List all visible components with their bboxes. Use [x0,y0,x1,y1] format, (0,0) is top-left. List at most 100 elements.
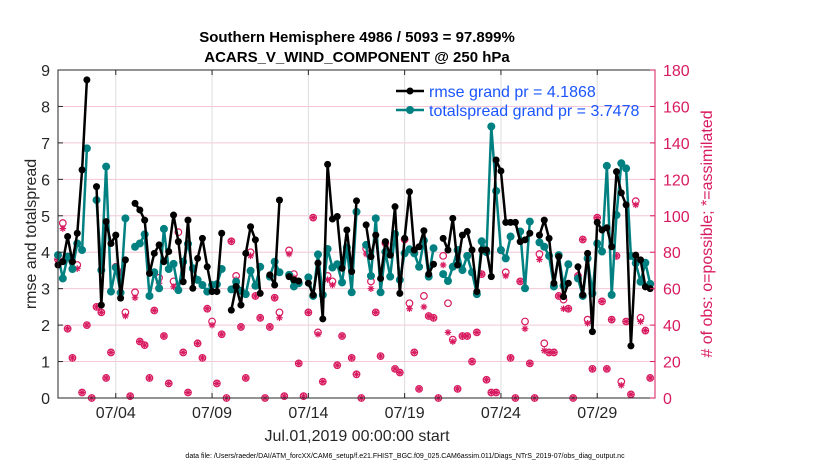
asterisk-stroke [247,253,254,259]
obs-possible-marker [444,299,452,308]
legend-totalspread-marker [406,106,414,114]
y2-axis-label: # of obs: o=possible; *=assimilated [699,110,716,357]
totalspread-point [121,214,130,223]
obs-assimilated-marker [305,309,312,316]
obs-assimilated-marker [208,321,216,329]
rmse-point [208,288,216,296]
rmse-point [275,196,283,204]
obs-assimilated-marker [646,374,654,382]
obs-assimilated-marker [550,349,558,356]
rmse-point [117,294,125,302]
obs-assimilated-marker [430,314,437,322]
asterisk-stroke [243,375,249,381]
y-tick-label: 7 [41,136,50,153]
rmse-point [145,269,153,277]
asterisk-stroke [377,353,384,359]
rmse-point [574,263,582,271]
totalspread-point [598,247,607,256]
asterisk-stroke [604,366,610,372]
obs-assimilated-marker [473,329,481,336]
y-tick-label: 6 [41,172,50,189]
rmse-point [526,229,534,237]
asterisk-stroke [320,378,326,385]
rmse-point [102,218,110,226]
y2-tick-label: 180 [663,63,690,80]
rmse-point [184,216,192,224]
rmse-point [141,216,149,224]
totalspread-point [506,232,515,241]
totalspread-point [135,239,144,248]
obs-assimilated-marker [179,349,187,356]
totalspread-point [304,273,313,282]
asterisk-stroke [445,329,451,336]
y-tick-label: 5 [41,209,50,226]
rmse-point [463,227,471,235]
obs-assimilated-marker [454,385,461,393]
asterisk-stroke [151,307,158,314]
asterisk-stroke [209,322,215,328]
rmse-point [487,273,495,281]
rmse-point [603,224,611,232]
rmse-point [93,183,101,191]
rmse-point [232,282,240,290]
asterisk-stroke [98,309,105,316]
totalspread-point [366,271,375,280]
asterisk-stroke [421,304,427,310]
y2-tick-label: 140 [663,136,690,153]
obs-assimilated-marker [353,371,360,378]
y-tick-label: 2 [41,318,50,335]
obs-possible-marker [439,251,448,260]
asterisk-stroke [406,305,413,312]
obs-assimilated-marker [642,327,649,334]
rmse-point [502,218,510,226]
obs-assimilated-marker [439,261,447,269]
obs-assimilated-marker [565,305,572,313]
obs-assimilated-marker [122,312,129,320]
obs-assimilated-marker [271,294,278,302]
asterisk-stroke [493,389,499,396]
totalspread-point [106,287,115,296]
asterisk-stroke [416,386,422,392]
rmse-point [136,206,144,214]
rmse-point [579,291,587,299]
obs-possible-marker [420,292,428,300]
y-tick-label: 1 [41,355,50,372]
rmse-point [420,227,428,235]
y2-tick-label: 160 [663,99,690,116]
asterisk-stroke [108,349,114,356]
obs-assimilated-marker [256,314,264,322]
rmse-point [338,264,346,272]
asterisk-stroke [536,256,543,263]
obs-assimilated-marker [314,330,322,338]
obs-assimilated-marker [492,389,500,396]
obs-assimilated-marker [372,309,380,316]
rmse-point [439,234,447,242]
legend-rmse-label: rmse grand pr = 4.1868 [429,84,596,101]
asterisk-stroke [522,326,528,332]
totalspread-point [82,144,91,153]
asterisk-stroke [474,329,480,336]
x-axis-label: Jul.01,2019 00:00:00 start [264,428,450,445]
rmse-point [73,229,81,237]
asterisk-stroke [161,333,167,339]
obs-assimilated-marker [584,319,591,327]
asterisk-stroke [353,371,360,378]
rmse-point [405,188,413,196]
obs-assimilated-marker [319,378,327,385]
x-tick-label: 07/14 [288,405,328,422]
obs-assimilated-marker [266,323,274,331]
asterisk-stroke [329,282,336,288]
rmse-point [242,249,250,257]
rmse-point [237,301,245,309]
rmse-point [430,260,438,268]
rmse-point [608,243,616,251]
obs-assimilated-marker [579,236,587,243]
asterisk-stroke [204,305,210,312]
rmse-point [170,211,178,219]
asterisk-stroke [503,273,509,279]
rmse-point [165,247,173,255]
asterisk-stroke [339,333,345,339]
asterisk-stroke [257,315,263,321]
rmse-point [564,279,572,287]
